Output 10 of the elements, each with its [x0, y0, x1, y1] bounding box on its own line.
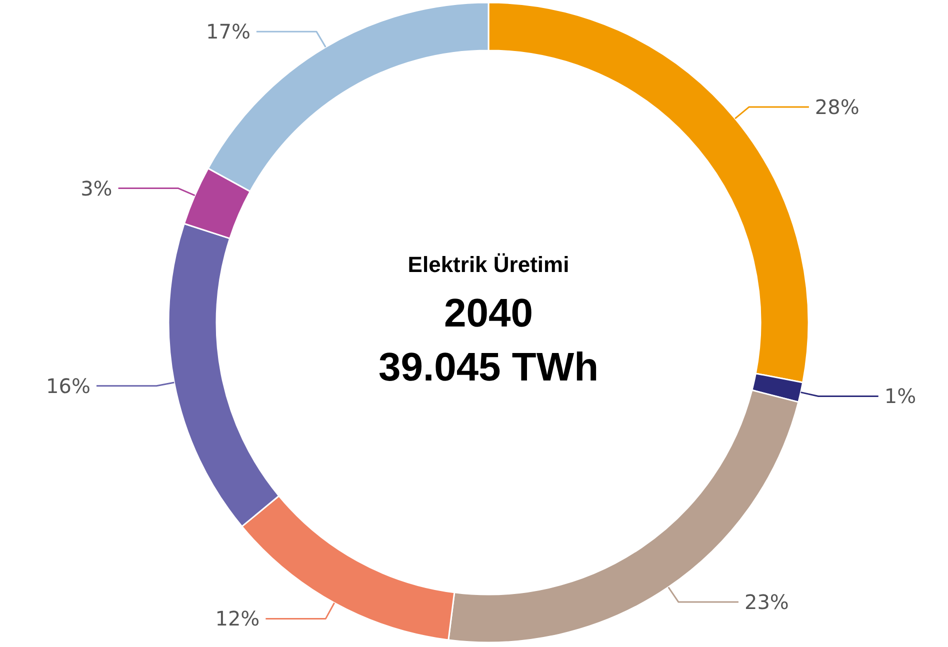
- data-label: 23%: [744, 590, 789, 614]
- data-label: 17%: [206, 20, 250, 44]
- data-label: 16%: [46, 374, 90, 398]
- text: 2040: [444, 292, 533, 336]
- text: Elektrik Üretimi: [408, 252, 570, 277]
- data-label: 3%: [80, 176, 112, 200]
- data-label: 12%: [215, 606, 260, 631]
- data-label: 28%: [814, 95, 860, 120]
- data-label: 1%: [884, 384, 916, 408]
- text: 39.045 TWh: [378, 346, 599, 390]
